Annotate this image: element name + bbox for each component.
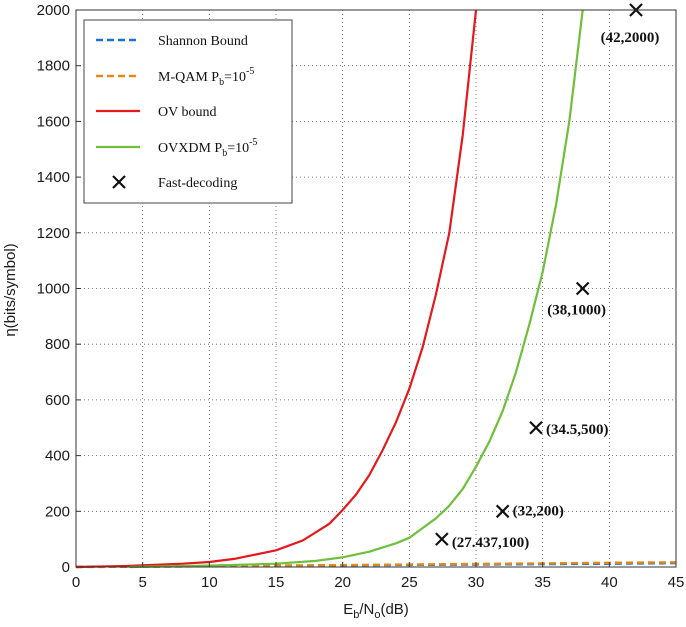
x-tick-label: 35: [534, 574, 551, 591]
axis-ticks: 0 5 10 15 20 25 30 35 40 45 0 200 400 600 800 1000 1200 1…: [37, 2, 685, 591]
legend-marker-fast-decoding: [112, 175, 126, 189]
y-tick-label: 1600: [37, 113, 70, 130]
legend-label-ovxdm: OVXDM Pb=10-5: [158, 137, 257, 159]
fast-decoding-marker: [495, 504, 510, 519]
fast-decoding-marker: [435, 532, 449, 546]
ovxdm-line: [129, 9, 584, 569]
fast-decoding-label: (38,1000): [547, 303, 606, 319]
legend-label-fast-decoding: Fast-decoding: [158, 176, 237, 191]
x-tick-label: 30: [468, 574, 485, 591]
legend-label-mqam: M-QAM Pb=10-5: [158, 66, 254, 88]
y-axis-title: η(bits/symbol): [2, 243, 19, 336]
x-tick-label: 15: [268, 574, 285, 591]
fast-decoding-markers: (27.437,100) (32,200) (34.5,500) (38,1000) (…: [435, 3, 660, 551]
fast-decoding-label: (34.5,500): [546, 422, 609, 438]
x-tick-label: 25: [401, 574, 418, 591]
y-tick-label: 800: [45, 336, 70, 353]
fast-decoding-label: (42,2000): [601, 30, 660, 46]
x-tick-label: 40: [601, 574, 618, 591]
y-tick-label: 200: [45, 503, 70, 520]
y-tick-label: 1000: [37, 281, 70, 298]
fast-decoding-label: (27.437,100): [452, 535, 530, 551]
y-tick-label: 600: [45, 392, 70, 409]
x-tick-label: 20: [334, 574, 351, 591]
x-tick-label: 0: [72, 574, 80, 591]
y-tick-label: 0: [62, 559, 70, 576]
legend-label-shannon: Shannon Bound: [158, 34, 248, 49]
y-tick-label: 1200: [37, 225, 70, 242]
x-axis-title: Eb/No(dB): [343, 601, 409, 621]
x-tick-label: 45: [668, 574, 685, 591]
fast-decoding-label: (32,200): [513, 503, 564, 519]
y-tick-label: 400: [45, 448, 70, 465]
legend: Shannon Bound M-QAM Pb=10-5 OV bound OVX…: [83, 19, 293, 204]
x-tick-label: 10: [201, 574, 218, 591]
y-tick-label: 1400: [37, 169, 70, 186]
y-tick-label: 2000: [37, 2, 70, 19]
y-tick-label: 1800: [37, 58, 70, 75]
x-tick-label: 5: [138, 574, 146, 591]
fast-decoding-marker: [529, 420, 543, 435]
fast-decoding-marker: [575, 281, 590, 296]
legend-label-ov-bound: OV bound: [158, 105, 216, 120]
